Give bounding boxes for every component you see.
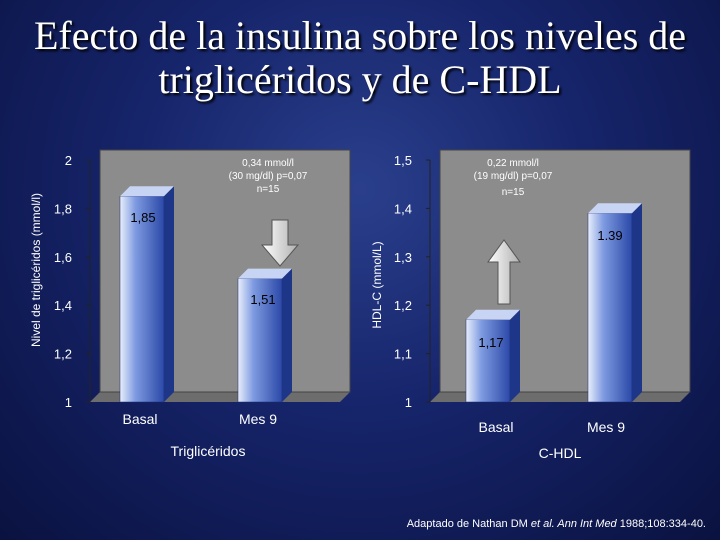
trig-chart-title: Triglicéridos	[171, 443, 246, 459]
hdl-bar-top	[588, 203, 642, 214]
hdl-tick-label: 1	[405, 395, 412, 410]
source-citation: Adaptado de Nathan DM et al. Ann Int Med…	[407, 518, 706, 530]
hdl-annotation: 0,22 mmol/l (19 mg/dl) p=0,07 n=15	[474, 158, 553, 198]
trig-bar-side	[282, 268, 292, 402]
hdl-tick-label: 1,4	[394, 201, 412, 216]
hdl-tick-label: 1,3	[394, 250, 412, 265]
hdl-category-label: Mes 9	[587, 419, 625, 435]
hdl-annotation-line-1: 0,22 mmol/l	[487, 158, 539, 169]
trig-tick-label: 1	[65, 395, 72, 410]
title-line-1: Efecto de la insulina sobre los niveles …	[33, 13, 687, 58]
trig-bar	[119, 196, 165, 403]
hdl-tick-label: 1,2	[394, 298, 412, 313]
hdl-bar-side	[632, 203, 642, 402]
trig-data-label: 1,85	[130, 210, 155, 225]
trig-category-label: Mes 9	[239, 411, 277, 427]
citation-etal: et al.	[530, 518, 555, 530]
citation-journal: Ann Int Med	[554, 518, 617, 530]
hdl-bar	[465, 319, 511, 403]
trig-tick-label: 1,8	[54, 201, 72, 216]
hdl-ylabel: HDL-C (mmol/L)	[370, 241, 384, 328]
trig-annotation-line-3: n=15	[257, 184, 280, 195]
citation-suffix: 1988;108:334-40.	[616, 518, 706, 530]
trig-annotation: 0,34 mmol/l (30 mg/dl) p=0,07 n=15	[229, 158, 308, 195]
hdl-annotation-line-2: (19 mg/dl) p=0,07	[474, 171, 553, 182]
citation-prefix: Adaptado de Nathan DM	[406, 518, 531, 530]
hdl-bar-side	[510, 309, 520, 402]
hdl-chart: HDL-C (mmol/L) 1 1,1 1,2 1,3 1,4 1,5 1,17 Basa…	[370, 149, 691, 461]
trig-bar-top	[238, 268, 292, 279]
trig-bar-top	[120, 186, 174, 197]
slide-title: Efecto de la insulina sobre los niveles …	[0, 14, 720, 102]
trig-tick-label: 2	[65, 153, 72, 168]
hdl-chart-title: C-HDL	[539, 445, 582, 461]
hdl-bar-top	[466, 309, 520, 320]
trig-annotation-line-2: (30 mg/dl) p=0,07	[229, 171, 308, 182]
trig-data-label: 1,51	[250, 292, 275, 307]
trig-annotation-line-1: 0,34 mmol/l	[242, 158, 294, 169]
hdl-category-label: Basal	[478, 419, 513, 435]
trig-tick-label: 1,4	[54, 298, 72, 313]
trig-ylabel: Nivel de triglicéridos (mmol/l)	[29, 193, 43, 347]
trig-tick-label: 1,2	[54, 347, 72, 362]
hdl-tick-label: 1,5	[394, 153, 412, 168]
hdl-up-arrow-icon	[487, 239, 521, 305]
hdl-tick-label: 1,1	[394, 347, 412, 362]
hdl-data-label: 1.39	[597, 228, 622, 243]
hdl-data-label: 1,17	[478, 335, 503, 350]
hdl-annotation-line-3: n=15	[502, 187, 525, 198]
trig-chart: Nivel de triglicéridos (mmol/l) 1 1,2 1,4 1…	[29, 149, 351, 459]
trig-down-arrow-icon	[260, 219, 300, 267]
trig-category-label: Basal	[122, 411, 157, 427]
hdl-bar	[587, 212, 633, 403]
trig-bar-side	[164, 186, 174, 402]
trig-tick-label: 1,6	[54, 250, 72, 265]
title-line-2: triglicéridos y de C-HDL	[158, 57, 562, 102]
